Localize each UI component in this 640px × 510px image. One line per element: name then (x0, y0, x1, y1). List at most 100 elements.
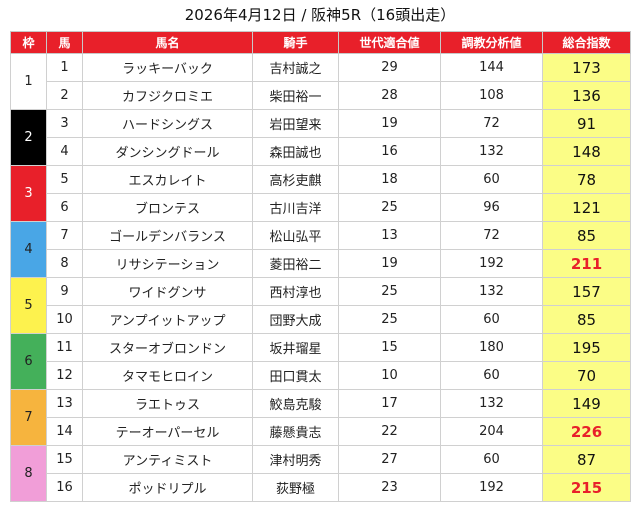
jockey-cell: 松山弘平 (252, 221, 339, 250)
horse-number-cell: 11 (46, 333, 83, 362)
table-row: 6 ブロンテス 古川吉洋 25 96 121 (11, 193, 631, 222)
table-row: 7 13 ラエトゥス 鮫島克駿 17 132 149 (10, 389, 631, 446)
total-index-cell: 148 (542, 137, 631, 166)
horse-name-cell: ワイドグンサ (82, 277, 253, 306)
total-index-cell: 215 (542, 473, 631, 502)
total-index-cell: 211 (542, 249, 631, 278)
header-generation-fit: 世代適合値 (338, 31, 441, 54)
table-row: 8 15 アンティミスト 津村明秀 27 60 87 (10, 445, 631, 502)
horse-number-cell: 16 (46, 473, 83, 502)
jockey-cell: 団野大成 (252, 305, 339, 334)
training-analysis-cell: 192 (440, 249, 543, 278)
table-row: 8 リサシテーション 菱田裕二 19 192 211 (11, 249, 631, 278)
training-analysis-cell: 192 (440, 473, 543, 502)
generation-fit-cell: 17 (338, 389, 441, 418)
training-analysis-cell: 60 (440, 361, 543, 390)
horse-name-cell: ゴールデンバランス (82, 221, 253, 250)
generation-fit-cell: 13 (338, 221, 441, 250)
horse-number-cell: 12 (46, 361, 83, 390)
header-row: 枠 馬 馬名 騎手 世代適合値 調教分析値 総合指数 (10, 31, 631, 54)
horse-name-cell: ダンシングドール (82, 137, 253, 166)
training-analysis-cell: 144 (440, 53, 543, 82)
training-analysis-cell: 132 (440, 277, 543, 306)
jockey-cell: 鮫島克駿 (252, 389, 339, 418)
horse-number-cell: 2 (46, 81, 83, 110)
jockey-cell: 高杉吏麒 (252, 165, 339, 194)
horse-name-cell: アンティミスト (82, 445, 253, 474)
frame-cell: 4 (10, 221, 47, 278)
total-index-cell: 121 (542, 193, 631, 222)
horse-number-cell: 8 (46, 249, 83, 278)
horse-name-cell: タマモヒロイン (82, 361, 253, 390)
total-index-cell: 149 (542, 389, 631, 418)
training-analysis-cell: 180 (440, 333, 543, 362)
generation-fit-cell: 25 (338, 193, 441, 222)
jockey-cell: 森田誠也 (252, 137, 339, 166)
table-row: 16 ポッドリプル 荻野極 23 192 215 (11, 473, 631, 502)
header-frame: 枠 (10, 31, 47, 54)
total-index-cell: 85 (542, 305, 631, 334)
frame-cell: 1 (10, 53, 47, 110)
jockey-cell: 田口貫太 (252, 361, 339, 390)
training-analysis-cell: 72 (440, 221, 543, 250)
total-index-cell: 85 (542, 221, 631, 250)
race-table: 枠 馬 馬名 騎手 世代適合値 調教分析値 総合指数 1 1 ラッキーバック 吉村誠之… (10, 31, 631, 502)
generation-fit-cell: 15 (338, 333, 441, 362)
total-index-cell: 226 (542, 417, 631, 446)
generation-fit-cell: 19 (338, 249, 441, 278)
total-index-cell: 195 (542, 333, 631, 362)
jockey-cell: 坂井瑠星 (252, 333, 339, 362)
jockey-cell: 菱田裕二 (252, 249, 339, 278)
table-row: 10 アンプイットアップ 団野大成 25 60 85 (11, 305, 631, 334)
horse-name-cell: スターオブロンドン (82, 333, 253, 362)
total-index-cell: 91 (542, 109, 631, 138)
generation-fit-cell: 19 (338, 109, 441, 138)
horse-number-cell: 1 (46, 53, 83, 82)
table-row: 5 9 ワイドグンサ 西村淳也 25 132 157 (10, 277, 631, 334)
jockey-cell: 藤懸貴志 (252, 417, 339, 446)
table-row: 12 タマモヒロイン 田口貫太 10 60 70 (11, 361, 631, 390)
header-horse-name: 馬名 (82, 31, 253, 54)
horse-number-cell: 10 (46, 305, 83, 334)
training-analysis-cell: 132 (440, 389, 543, 418)
total-index-cell: 78 (542, 165, 631, 194)
table-row: 3 5 エスカレイト 高杉吏麒 18 60 78 (10, 165, 631, 222)
training-analysis-cell: 60 (440, 445, 543, 474)
horse-number-cell: 15 (46, 445, 83, 474)
total-index-cell: 87 (542, 445, 631, 474)
frame-cell: 7 (10, 389, 47, 446)
jockey-cell: 柴田裕一 (252, 81, 339, 110)
generation-fit-cell: 27 (338, 445, 441, 474)
generation-fit-cell: 23 (338, 473, 441, 502)
horse-number-cell: 14 (46, 417, 83, 446)
frame-cell: 2 (10, 109, 47, 166)
horse-number-cell: 13 (46, 389, 83, 418)
frame-cell: 5 (10, 277, 47, 334)
horse-number-cell: 9 (46, 277, 83, 306)
jockey-cell: 西村淳也 (252, 277, 339, 306)
table-row: 14 テーオーパーセル 藤懸貴志 22 204 226 (11, 417, 631, 446)
training-analysis-cell: 108 (440, 81, 543, 110)
table-row: 4 7 ゴールデンバランス 松山弘平 13 72 85 (10, 221, 631, 278)
generation-fit-cell: 29 (338, 53, 441, 82)
horse-name-cell: カフジクロミエ (82, 81, 253, 110)
horse-number-cell: 5 (46, 165, 83, 194)
table-row: 1 1 ラッキーバック 吉村誠之 29 144 173 (10, 53, 631, 110)
header-number: 馬 (46, 31, 83, 54)
page-title: 2026年4月12日 / 阪神5R（16頭出走） (184, 6, 456, 24)
horse-number-cell: 6 (46, 193, 83, 222)
table-row: 2 カフジクロミエ 柴田裕一 28 108 136 (11, 81, 631, 110)
generation-fit-cell: 10 (338, 361, 441, 390)
header-total-index: 総合指数 (542, 31, 631, 54)
generation-fit-cell: 25 (338, 305, 441, 334)
horse-name-cell: アンプイットアップ (82, 305, 253, 334)
generation-fit-cell: 28 (338, 81, 441, 110)
horse-name-cell: ハードシングス (82, 109, 253, 138)
frame-cell: 6 (10, 333, 47, 390)
total-index-cell: 70 (542, 361, 631, 390)
table-body: 1 1 ラッキーバック 吉村誠之 29 144 173 2 カフジクロミエ 柴田裕一 28 108 13… (10, 53, 631, 502)
header-jockey: 騎手 (252, 31, 339, 54)
total-index-cell: 136 (542, 81, 631, 110)
training-analysis-cell: 132 (440, 137, 543, 166)
generation-fit-cell: 22 (338, 417, 441, 446)
